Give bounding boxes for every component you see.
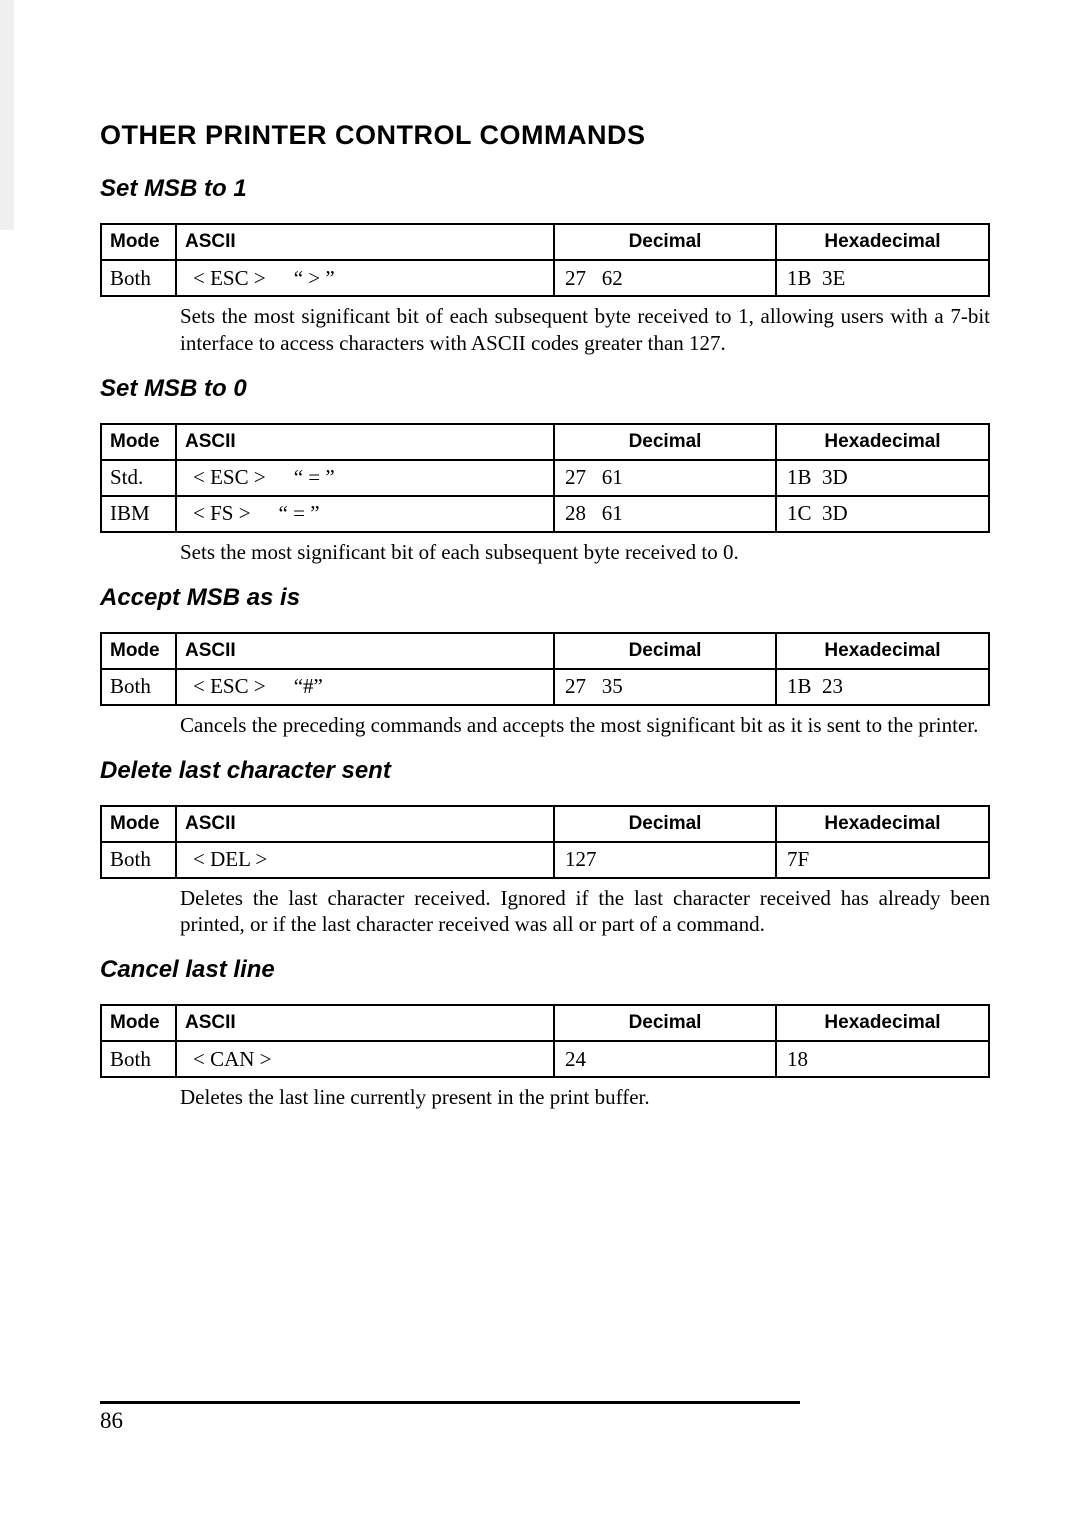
ascii-token: “ = ” xyxy=(279,501,320,526)
ascii-token: < ESC > xyxy=(193,266,266,291)
cell-hex: 1B 3D xyxy=(776,460,989,496)
cell-mode: Both xyxy=(101,260,176,296)
table-row: Std. < ESC > “ = ” 27 611B 3D xyxy=(101,460,989,496)
cell-decimal: 27 61 xyxy=(554,460,776,496)
command-description: Cancels the preceding commands and accep… xyxy=(180,712,990,739)
command-description: Sets the most significant bit of each su… xyxy=(180,539,990,566)
command-table: ModeASCIIDecimalHexadecimal Both < CAN > 24… xyxy=(100,1004,990,1078)
column-header-mode: Mode xyxy=(101,424,176,460)
column-header-decimal: Decimal xyxy=(554,806,776,842)
cell-mode: Std. xyxy=(101,460,176,496)
column-header-decimal: Decimal xyxy=(554,633,776,669)
command-description: Deletes the last character received. Ign… xyxy=(180,885,990,939)
page-footer: 86 xyxy=(100,1401,800,1434)
command-table: ModeASCIIDecimalHexadecimal Std. < ESC > “ … xyxy=(100,423,990,533)
cell-ascii: < ESC > “ > ” xyxy=(176,260,554,296)
cell-decimal: 27 62 xyxy=(554,260,776,296)
table-row: Both < CAN > 2418 xyxy=(101,1041,989,1077)
column-header-ascii: ASCII xyxy=(176,424,554,460)
table-row: Both < DEL > 1277F xyxy=(101,842,989,878)
cell-hex: 1B 3E xyxy=(776,260,989,296)
column-header-decimal: Decimal xyxy=(554,1005,776,1041)
table-row: Both < ESC > “#” 27 351B 23 xyxy=(101,669,989,705)
column-header-hex: Hexadecimal xyxy=(776,1005,989,1041)
command-table: ModeASCIIDecimalHexadecimal Both < DEL > 12… xyxy=(100,805,990,879)
column-header-hex: Hexadecimal xyxy=(776,424,989,460)
table-row: IBM < FS > “ = ” 28 611C 3D xyxy=(101,496,989,532)
column-header-hex: Hexadecimal xyxy=(776,633,989,669)
section-heading: Accept MSB as is xyxy=(100,584,990,612)
ascii-token: < FS > xyxy=(193,501,251,526)
cell-hex: 1B 23 xyxy=(776,669,989,705)
cell-decimal: 127 xyxy=(554,842,776,878)
cell-decimal: 24 xyxy=(554,1041,776,1077)
section-heading: Set MSB to 0 xyxy=(100,375,990,403)
cell-ascii: < DEL > xyxy=(176,842,554,878)
scan-artifact xyxy=(0,0,14,230)
table-row: Both < ESC > “ > ” 27 621B 3E xyxy=(101,260,989,296)
column-header-decimal: Decimal xyxy=(554,224,776,260)
command-table: ModeASCIIDecimalHexadecimal Both < ESC > “ … xyxy=(100,223,990,297)
cell-decimal: 28 61 xyxy=(554,496,776,532)
cell-hex: 7F xyxy=(776,842,989,878)
cell-hex: 1C 3D xyxy=(776,496,989,532)
section-heading: Delete last character sent xyxy=(100,757,990,785)
cell-mode: Both xyxy=(101,1041,176,1077)
section-heading: Cancel last line xyxy=(100,956,990,984)
cell-hex: 18 xyxy=(776,1041,989,1077)
ascii-token: < ESC > xyxy=(193,465,266,490)
column-header-ascii: ASCII xyxy=(176,224,554,260)
ascii-token: < CAN > xyxy=(193,1047,272,1072)
cell-ascii: < ESC > “ = ” xyxy=(176,460,554,496)
sections-container: Set MSB to 1ModeASCIIDecimalHexadecimalB… xyxy=(100,175,990,1111)
command-description: Deletes the last line currently present … xyxy=(180,1084,990,1111)
cell-mode: Both xyxy=(101,842,176,878)
section-heading: Set MSB to 1 xyxy=(100,175,990,203)
column-header-hex: Hexadecimal xyxy=(776,224,989,260)
page-title: OTHER PRINTER CONTROL COMMANDS xyxy=(100,120,990,151)
column-header-ascii: ASCII xyxy=(176,1005,554,1041)
column-header-hex: Hexadecimal xyxy=(776,806,989,842)
cell-mode: IBM xyxy=(101,496,176,532)
cell-decimal: 27 35 xyxy=(554,669,776,705)
ascii-token: < DEL > xyxy=(193,847,267,872)
column-header-mode: Mode xyxy=(101,1005,176,1041)
column-header-mode: Mode xyxy=(101,224,176,260)
column-header-ascii: ASCII xyxy=(176,633,554,669)
command-description: Sets the most significant bit of each su… xyxy=(180,303,990,357)
page-number: 86 xyxy=(100,1408,123,1433)
cell-ascii: < FS > “ = ” xyxy=(176,496,554,532)
ascii-token: “#” xyxy=(294,674,323,699)
ascii-token: “ > ” xyxy=(294,266,335,291)
cell-mode: Both xyxy=(101,669,176,705)
cell-ascii: < CAN > xyxy=(176,1041,554,1077)
column-header-decimal: Decimal xyxy=(554,424,776,460)
command-table: ModeASCIIDecimalHexadecimal Both < ESC > “#… xyxy=(100,632,990,706)
column-header-mode: Mode xyxy=(101,806,176,842)
cell-ascii: < ESC > “#” xyxy=(176,669,554,705)
ascii-token: < ESC > xyxy=(193,674,266,699)
column-header-ascii: ASCII xyxy=(176,806,554,842)
column-header-mode: Mode xyxy=(101,633,176,669)
ascii-token: “ = ” xyxy=(294,465,335,490)
